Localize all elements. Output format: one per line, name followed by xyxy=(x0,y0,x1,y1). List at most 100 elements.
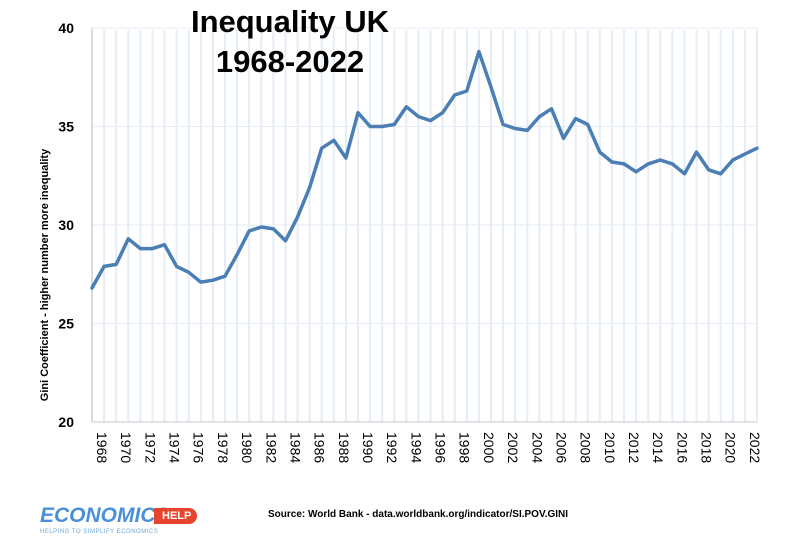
data-point-2015 xyxy=(659,158,662,162)
x-tick-2012: 2012 xyxy=(626,432,642,463)
x-tick-1984: 1984 xyxy=(287,432,303,463)
data-point-1972 xyxy=(139,247,142,250)
x-tick-2018: 2018 xyxy=(699,432,715,463)
data-point-1992 xyxy=(380,125,384,128)
x-tick-1968: 1968 xyxy=(94,432,110,463)
data-point-1974 xyxy=(163,243,166,246)
data-point-1970 xyxy=(114,263,118,266)
y-tick-40: 40 xyxy=(58,20,74,36)
data-point-1981 xyxy=(247,229,251,233)
y-tick-20: 20 xyxy=(58,414,74,430)
data-point-1980 xyxy=(235,253,239,256)
x-tick-2022: 2022 xyxy=(747,432,763,463)
logo-wordmark: ECONOMICS xyxy=(40,504,170,527)
y-tick-labels: 20 25 30 35 40 xyxy=(58,20,74,430)
x-tick-1974: 1974 xyxy=(167,432,183,463)
data-point-1984 xyxy=(284,239,287,242)
x-tick-1978: 1978 xyxy=(215,432,231,463)
x-tick-2016: 2016 xyxy=(674,432,690,463)
data-point-2023 xyxy=(755,146,759,150)
axes xyxy=(91,28,757,423)
data-point-1985 xyxy=(296,215,299,219)
data-point-2004 xyxy=(526,129,529,132)
data-point-1976 xyxy=(187,271,190,274)
data-point-1968 xyxy=(90,286,94,290)
vertical-year-lines xyxy=(91,30,758,422)
y-tick-30: 30 xyxy=(58,217,74,233)
data-point-2001 xyxy=(489,85,493,89)
data-point-2006 xyxy=(550,107,553,110)
data-point-1994 xyxy=(405,105,408,109)
data-point-2021 xyxy=(731,158,735,162)
data-point-2018 xyxy=(695,150,698,154)
data-point-1989 xyxy=(344,156,348,160)
x-tick-1990: 1990 xyxy=(360,432,376,463)
series-line xyxy=(90,49,759,290)
data-point-2019 xyxy=(707,168,710,172)
series-line-0 xyxy=(90,49,759,290)
chart-title-line-1: Inequality UK xyxy=(190,4,390,39)
x-tick-2010: 2010 xyxy=(602,432,618,463)
data-point-2014 xyxy=(646,162,650,166)
data-point-1998 xyxy=(453,93,456,97)
x-tick-1980: 1980 xyxy=(239,432,255,463)
data-point-2002 xyxy=(501,123,505,126)
x-tick-1972: 1972 xyxy=(142,432,158,463)
logo-tagline: HELPING TO SIMPLIFY ECONOMICS xyxy=(40,529,159,535)
x-tick-1982: 1982 xyxy=(263,432,279,463)
y-tick-25: 25 xyxy=(58,316,74,332)
x-tick-1992: 1992 xyxy=(384,432,400,463)
data-point-2008 xyxy=(574,117,577,120)
data-point-1969 xyxy=(102,265,106,268)
data-point-1993 xyxy=(393,123,396,126)
data-point-2003 xyxy=(513,127,517,130)
data-point-2013 xyxy=(634,170,638,174)
data-point-1987 xyxy=(320,146,323,150)
x-tick-labels: 1968 1970 1972 1974 1976 1978 1980 1982 1984 1986… xyxy=(94,432,763,463)
data-point-1988 xyxy=(332,139,336,142)
data-point-1973 xyxy=(151,247,154,250)
data-point-1983 xyxy=(272,227,275,231)
data-point-2022 xyxy=(743,152,747,156)
data-point-2007 xyxy=(562,137,565,140)
data-point-2020 xyxy=(719,172,722,175)
data-point-1979 xyxy=(223,275,227,278)
data-point-2016 xyxy=(671,162,674,166)
x-tick-2008: 2008 xyxy=(578,432,594,463)
y-tick-35: 35 xyxy=(58,119,74,135)
data-point-2017 xyxy=(683,172,686,175)
data-point-1978 xyxy=(211,278,215,282)
data-point-2011 xyxy=(610,160,614,164)
data-point-2010 xyxy=(598,150,602,154)
x-tick-2020: 2020 xyxy=(723,432,739,463)
x-tick-2014: 2014 xyxy=(650,432,666,463)
data-point-1986 xyxy=(308,186,311,189)
x-tick-1988: 1988 xyxy=(336,432,352,463)
x-tick-1994: 1994 xyxy=(408,432,424,463)
x-tick-2004: 2004 xyxy=(529,432,545,463)
data-point-1971 xyxy=(127,237,130,240)
x-tick-1976: 1976 xyxy=(191,432,207,463)
data-point-2005 xyxy=(538,115,541,118)
data-point-1997 xyxy=(441,111,444,114)
data-point-1991 xyxy=(368,125,372,128)
x-tick-2000: 2000 xyxy=(481,432,497,463)
x-tick-2002: 2002 xyxy=(505,432,521,463)
data-point-1982 xyxy=(260,225,263,229)
data-point-1975 xyxy=(175,265,178,268)
data-point-1996 xyxy=(429,119,432,122)
y-axis-label: Gini Coefficient - higher number more in… xyxy=(39,148,51,401)
x-tick-1970: 1970 xyxy=(118,432,134,463)
data-point-2000 xyxy=(477,50,481,53)
x-tick-1998: 1998 xyxy=(457,432,473,463)
data-point-1990 xyxy=(356,111,360,114)
data-point-2012 xyxy=(622,162,626,166)
data-point-2009 xyxy=(586,123,589,126)
x-tick-1996: 1996 xyxy=(433,432,449,463)
data-point-1999 xyxy=(465,89,469,93)
logo-help-badge: HELP xyxy=(154,508,198,524)
horizontal-gridlines xyxy=(92,27,757,423)
source-note: Source: World Bank - data.worldbank.org/… xyxy=(268,509,569,520)
economics-help-logo: ECONOMICS HELP HELPING TO SIMPLIFY ECONO… xyxy=(38,504,208,540)
